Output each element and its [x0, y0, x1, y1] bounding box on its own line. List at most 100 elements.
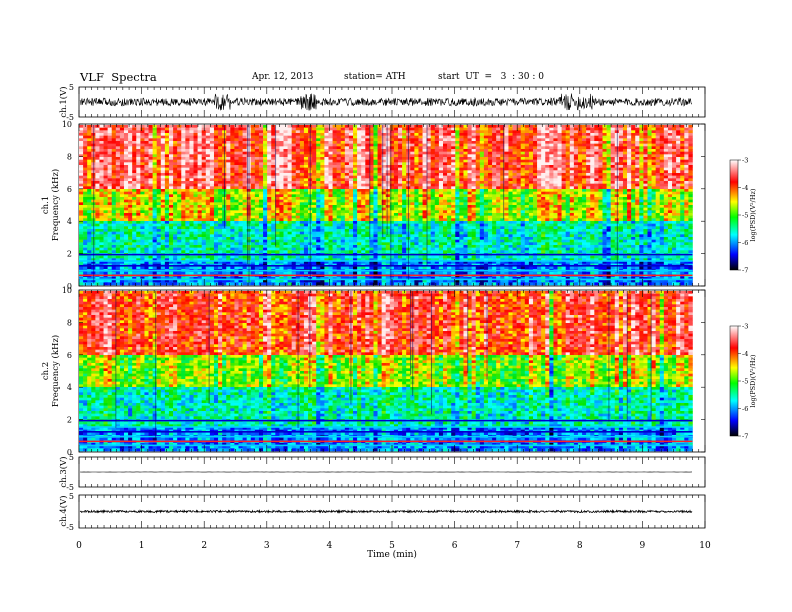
spectrogram-cell: [443, 154, 448, 158]
spectrogram-cell: [164, 130, 170, 134]
spectrogram-cell: [156, 199, 162, 203]
spectrogram-cell: [516, 181, 522, 184]
spectrogram-cell: [492, 162, 497, 166]
spectrogram-cell: [672, 197, 677, 200]
spectrogram-cell: [140, 154, 145, 158]
spectrogram-cell: [455, 178, 460, 182]
spectrogram-cell: [573, 199, 579, 203]
spectrogram-cell: [684, 186, 689, 190]
spectrogram-cell: [185, 143, 190, 147]
spectrogram-cell: [487, 159, 493, 163]
spectrogram-cell: [369, 170, 374, 174]
spectrogram-cell: [136, 178, 141, 182]
spectrogram-cell: [565, 202, 571, 206]
spectrogram-cell: [177, 183, 182, 187]
spectrogram-cell: [279, 205, 284, 208]
spectrogram-cell: [156, 194, 162, 198]
spectrogram-cell: [373, 162, 378, 166]
spectrogram-cell: [152, 197, 158, 200]
spectrogram-cell: [393, 133, 399, 136]
spectrogram-cell: [672, 133, 677, 136]
spectrogram-cell: [602, 135, 607, 139]
spectrogram-cell: [83, 178, 88, 182]
spectrogram-cell: [136, 157, 141, 160]
spectrogram-cell: [684, 157, 689, 160]
spectrogram-cell: [209, 162, 215, 166]
spectrogram-cell: [504, 194, 509, 198]
spectrogram-cell: [606, 154, 611, 158]
spectrogram-cell: [177, 159, 182, 163]
spectrogram-cell: [295, 141, 301, 144]
spectrogram-cell: [218, 127, 223, 131]
spectrogram-cell: [144, 199, 149, 203]
spectrogram-cell: [164, 197, 170, 200]
spectrogram-cell: [83, 207, 88, 211]
spectrogram-cell: [168, 143, 174, 147]
spectrogram-cell: [496, 181, 501, 184]
spectrogram-cell: [643, 165, 648, 168]
spectrogram-cell: [487, 149, 493, 152]
spectrogram-cell: [340, 162, 346, 166]
spectrogram-cell: [479, 205, 485, 208]
spectrogram-cell: [451, 173, 456, 176]
spectrogram-cell: [651, 167, 656, 171]
spectrogram-cell: [434, 189, 440, 192]
spectrogram-cell: [361, 135, 366, 139]
spectrogram-cell: [565, 181, 571, 184]
spectrogram-cell: [263, 197, 268, 200]
spectrogram-cell: [250, 133, 256, 136]
spectrogram-cell: [148, 125, 153, 128]
spectrogram-cell: [680, 141, 685, 144]
spectrogram-cell: [164, 149, 170, 152]
spectrogram-cell: [357, 199, 362, 203]
spectrogram-cell: [234, 186, 239, 190]
spectrogram-cell: [324, 141, 329, 144]
spectrogram-cell: [545, 197, 550, 200]
spectrogram-cell: [582, 159, 587, 163]
spectrogram-cell: [238, 199, 243, 203]
spectrogram-cell: [659, 133, 665, 136]
spectrogram-cell: [303, 207, 309, 211]
spectrogram-cell: [659, 186, 665, 190]
spectrogram-cell: [287, 146, 292, 150]
spectrogram-cell: [541, 205, 546, 208]
spectrogram-cell: [271, 191, 276, 195]
spectrogram-cell: [226, 165, 231, 168]
spectrogram-cell: [152, 143, 158, 147]
spectrogram-cell: [263, 138, 268, 142]
spectrogram-cell: [655, 173, 661, 176]
spectrogram-cell: [369, 127, 374, 131]
spectrogram-cell: [684, 127, 689, 131]
spectrogram-cell: [287, 149, 292, 152]
spectrogram-cell: [680, 202, 685, 206]
spectrogram-cell: [320, 135, 325, 139]
spectrogram-cell: [213, 127, 219, 131]
spectrogram-cell: [107, 207, 113, 211]
spectrogram-cell: [205, 197, 211, 200]
spectrogram-cell: [132, 183, 137, 187]
spectrogram-cell: [181, 205, 186, 208]
spectrogram-cell: [328, 133, 333, 136]
spectrogram-cell: [258, 186, 264, 190]
spectrogram-cell: [385, 199, 391, 203]
spectrogram-cell: [107, 133, 113, 136]
spectrogram-cell: [635, 143, 640, 147]
spectrogram-cell: [680, 189, 685, 192]
spectrogram-cell: [299, 151, 305, 155]
spectrogram-cell: [479, 207, 485, 211]
spectrogram-cell: [565, 125, 571, 128]
spectrogram-cell: [213, 130, 219, 134]
spectrogram-cell: [87, 130, 92, 134]
spectrogram-cell: [185, 130, 190, 134]
spectrogram-cell: [83, 181, 88, 184]
spectrogram-cell: [520, 133, 526, 136]
spectrogram-cell: [541, 173, 546, 176]
spectrogram-cell: [79, 159, 84, 163]
spectrogram-cell: [87, 183, 92, 187]
spectrogram-cell: [561, 207, 566, 211]
spectrogram-cell: [193, 175, 198, 179]
spectrogram-cell: [107, 186, 113, 190]
spectrogram-cell: [136, 146, 141, 150]
spectrogram-cell: [463, 151, 468, 155]
spectrogram-cell: [676, 138, 681, 142]
